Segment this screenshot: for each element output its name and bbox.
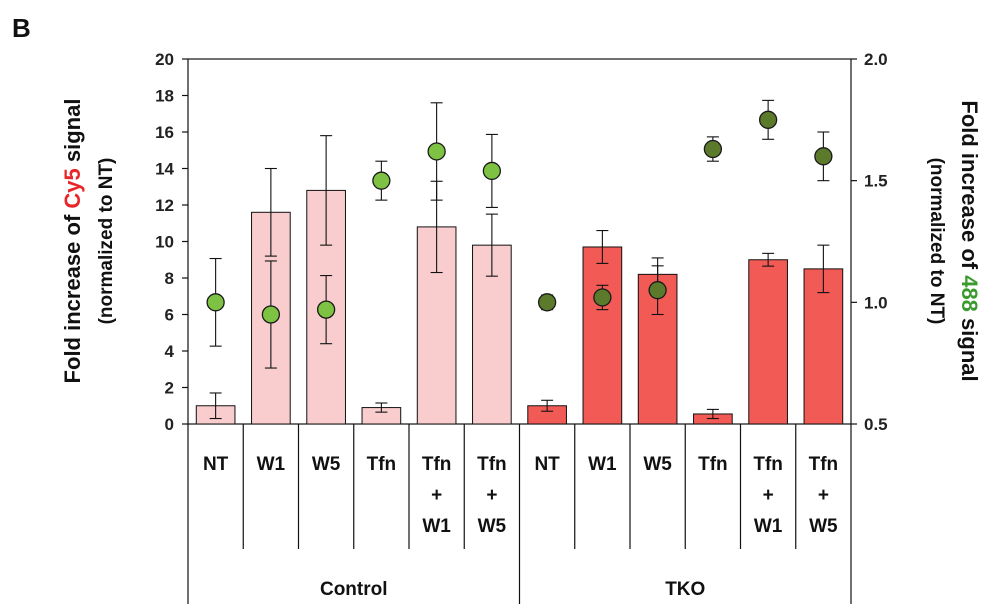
axis-title-part: Fold increase of: [957, 100, 982, 275]
left-tick-label: 2: [165, 379, 174, 398]
data-point: [206, 293, 225, 312]
right-tick-label: 2.0: [864, 50, 888, 69]
left-tick-label: 20: [155, 50, 174, 69]
left-tick-label: 14: [155, 160, 174, 179]
category-label: +: [486, 485, 497, 506]
data-point: [703, 139, 723, 159]
category-label: +: [818, 485, 829, 506]
left-tick-label: 8: [165, 269, 174, 288]
category-label: +: [431, 485, 442, 506]
category-axis: NT W1 W5 Tfn Tfn + W1 Tfn + W5 NT W1 W5 Tfn Tfn + W1 Tfn +…: [187, 424, 852, 604]
axis-title-part: 488: [957, 275, 982, 312]
axis-title-part: signal: [60, 99, 85, 169]
category-label: W5: [809, 516, 838, 537]
plot-area: 0 2 4 6 8 10 12 14 16 18 20 0.5 1.0 1.5 2.0: [155, 50, 888, 434]
bar: [803, 268, 844, 425]
data-point: [814, 147, 833, 166]
axis-title-main: Fold increase of Cy5 signal: [60, 99, 85, 384]
data-point: [261, 305, 281, 324]
category-label: Tfn: [422, 454, 452, 475]
data-point: [537, 293, 557, 312]
data-point: [427, 142, 446, 161]
axis-title-part: Fold increase of: [60, 209, 85, 384]
group-label: Control: [320, 579, 388, 600]
data-point: [316, 300, 336, 319]
left-tick-label: 18: [155, 87, 174, 106]
left-tick-label: 12: [155, 196, 174, 215]
right-axis-title: Fold increase of 488 signal (normalized t…: [926, 100, 982, 381]
left-tick-label: 0: [165, 415, 174, 434]
axis-subtitle: (normalized to NT): [96, 158, 117, 325]
category-label: W1: [754, 516, 783, 537]
category-label: Tfn: [753, 454, 783, 475]
category-label: W1: [588, 454, 617, 475]
category-label: Tfn: [367, 454, 397, 475]
category-label: Tfn: [698, 454, 728, 475]
panel-label: B: [12, 13, 31, 43]
category-label: Tfn: [809, 454, 839, 475]
category-label: NT: [534, 454, 560, 475]
category-label: Tfn: [477, 454, 507, 475]
axis-title-part: signal: [957, 312, 982, 382]
left-tick-label: 4: [165, 342, 175, 361]
category-label: W5: [312, 454, 341, 475]
left-axis-title: Fold increase of Cy5 signal (normalized t…: [60, 99, 117, 384]
axis-subtitle: (normalized to NT): [926, 158, 947, 325]
category-label: W1: [422, 516, 451, 537]
category-label: W1: [257, 454, 286, 475]
axis-title-part: Cy5: [60, 168, 85, 208]
data-point: [648, 281, 667, 300]
axis-title-main: Fold increase of 488 signal: [957, 100, 982, 381]
data-point: [593, 288, 612, 307]
category-label: W5: [643, 454, 672, 475]
right-tick-label: 1.5: [864, 172, 888, 191]
right-tick-label: 1.0: [864, 293, 888, 312]
bar: [748, 259, 788, 425]
category-label: NT: [203, 454, 229, 475]
right-tick-label: 0.5: [864, 415, 888, 434]
left-tick-label: 6: [165, 306, 174, 325]
data-point: [372, 171, 391, 190]
bar: [582, 246, 623, 425]
group-label: TKO: [665, 579, 705, 600]
data-point: [482, 161, 502, 181]
category-label: W5: [478, 516, 507, 537]
category-label: +: [763, 485, 774, 506]
left-tick-label: 16: [155, 123, 174, 142]
left-tick-label: 10: [155, 233, 174, 252]
data-point: [758, 110, 778, 129]
